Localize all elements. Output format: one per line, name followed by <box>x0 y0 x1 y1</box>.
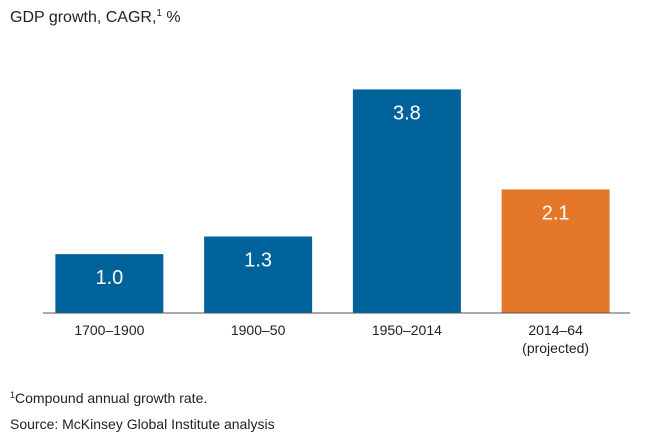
bar-value-label-4: 2.1 <box>542 202 570 224</box>
bar-3 <box>352 89 461 313</box>
footnote-text: Compound annual growth rate. <box>15 390 208 406</box>
chart-title-footnote-mark: 1 <box>156 8 162 19</box>
x-tick-label-4: 2014–64 (projected) <box>522 322 589 356</box>
x-tick-label-2: 1900–50 <box>231 322 286 338</box>
bar-value-label-1: 1.0 <box>95 267 123 289</box>
x-tick-label-3: 1950–2014 <box>372 322 442 338</box>
bar-1 <box>55 254 164 313</box>
footnote-mark: 1 <box>10 390 16 400</box>
bar-2 <box>204 236 313 313</box>
chart-title-text: GDP growth, CAGR, <box>10 9 157 26</box>
x-tick-label-1: 1700–1900 <box>74 322 144 338</box>
bar-chart: 1.0 1700–1900 1.3 1900–50 3.8 1950–2014 2.1 201… <box>43 89 630 356</box>
bar-value-label-3: 3.8 <box>393 102 421 124</box>
source-note: Source: McKinsey Global Institute analys… <box>10 416 275 432</box>
footnote: 1Compound annual growth rate. <box>10 390 207 406</box>
bar-4 <box>501 189 610 313</box>
bar-value-label-2: 1.3 <box>244 250 272 272</box>
chart-title: GDP growth, CAGR,1 % <box>10 8 181 27</box>
chart-title-unit: % <box>161 9 181 26</box>
